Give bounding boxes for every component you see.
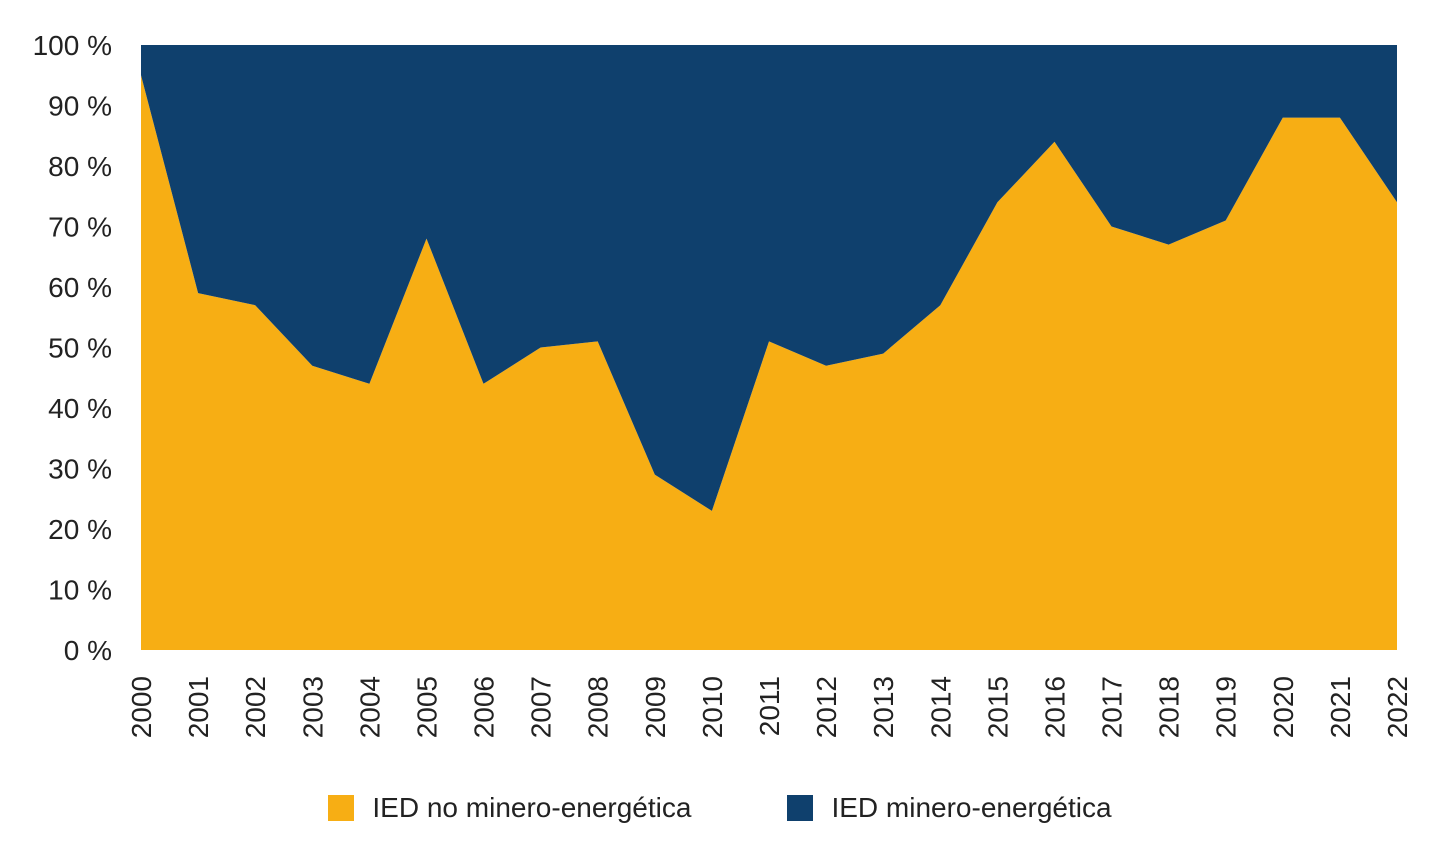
x-tick-label: 2000 <box>126 676 157 738</box>
legend-item-non-mining: IED no minero-energética <box>328 792 691 824</box>
y-tick-label: 20 % <box>48 514 112 545</box>
x-tick-label: 2006 <box>469 676 500 738</box>
x-tick-label: 2009 <box>640 676 671 738</box>
y-tick-label: 90 % <box>48 91 112 122</box>
y-tick-label: 70 % <box>48 212 112 243</box>
x-tick-label: 2019 <box>1211 676 1242 738</box>
x-tick-label: 2015 <box>982 676 1013 738</box>
legend-swatch-mining <box>787 795 814 821</box>
x-tick-label: 2018 <box>1154 676 1185 738</box>
area-series-mining <box>141 45 1397 511</box>
y-tick-label: 80 % <box>48 151 112 182</box>
x-tick-label: 2020 <box>1268 676 1299 738</box>
x-tick-label: 2001 <box>183 676 214 738</box>
x-tick-label: 2010 <box>697 676 728 738</box>
x-tick-label: 2005 <box>411 676 442 738</box>
x-tick-label: 2007 <box>526 676 557 738</box>
y-tick-label: 100 % <box>33 30 112 61</box>
x-tick-label: 2012 <box>811 676 842 738</box>
chart-areas <box>141 45 1397 651</box>
y-tick-label: 30 % <box>48 454 112 485</box>
x-tick-label: 2008 <box>583 676 614 738</box>
legend-item-mining: IED minero-energética <box>787 792 1112 824</box>
x-tick-label: 2022 <box>1382 676 1413 738</box>
x-axis-ticks: 2000 2001 2002 2003 2004 2005 2006 2007 2008 2009… <box>126 676 1413 738</box>
x-tick-label: 2013 <box>868 676 899 738</box>
y-axis-ticks: 0 % 10 % 20 % 30 % 40 % 50 % 60 % 70 % 80 % 90 % 1… <box>33 30 112 666</box>
x-tick-label: 2002 <box>240 676 271 738</box>
x-tick-label: 2004 <box>354 676 385 738</box>
x-tick-label: 2003 <box>297 676 328 738</box>
x-tick-label: 2017 <box>1097 676 1128 738</box>
legend-label-non-mining: IED no minero-energética <box>372 792 692 823</box>
x-tick-label: 2011 <box>754 676 785 736</box>
chart-legend: IED no minero-energética IED minero-ener… <box>0 780 1440 836</box>
x-tick-label: 2014 <box>925 676 956 738</box>
y-tick-label: 10 % <box>48 575 112 606</box>
area-series-non-mining <box>141 75 1397 651</box>
y-tick-label: 50 % <box>48 333 112 364</box>
y-tick-label: 60 % <box>48 272 112 303</box>
x-tick-label: 2016 <box>1039 676 1070 738</box>
legend-swatch-non-mining <box>328 795 355 821</box>
y-tick-label: 0 % <box>64 635 112 666</box>
x-tick-label: 2021 <box>1325 676 1356 738</box>
legend-label-mining: IED minero-energética <box>831 792 1112 823</box>
y-tick-label: 40 % <box>48 393 112 424</box>
